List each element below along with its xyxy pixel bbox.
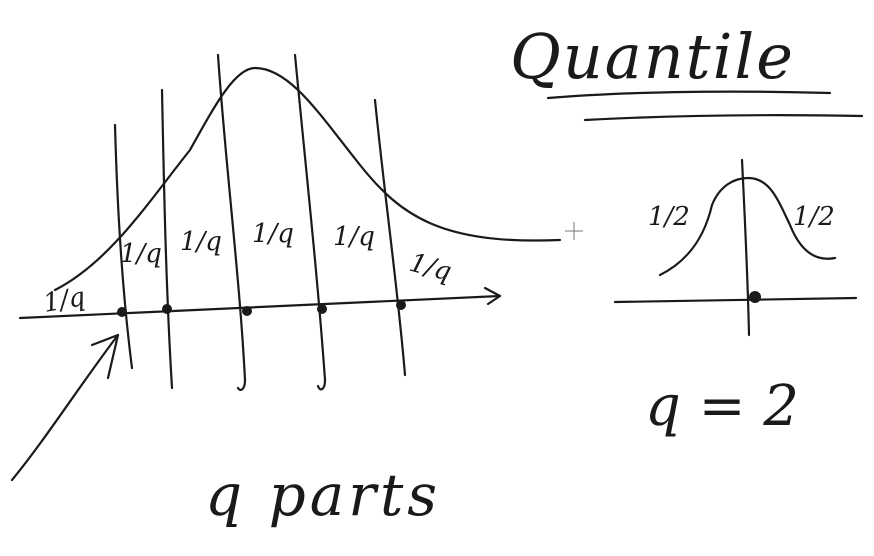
right-bell-curve (658, 176, 837, 277)
quantile-dot (242, 306, 252, 316)
right-x-axis (613, 296, 858, 304)
q-equals-caption: q = 2 (645, 374, 799, 439)
left-bell-curve (53, 66, 562, 292)
fraction-label: 1/q (252, 219, 294, 249)
quantile-dot (317, 304, 327, 314)
fraction-label: 1/q (180, 227, 222, 257)
divider-line-1 (113, 123, 134, 370)
divider-line-2 (160, 88, 174, 390)
fraction-label: 1/q (333, 222, 375, 252)
right-diagram: 1/2 1/2 q = 2 (613, 158, 858, 439)
quantile-dot (117, 307, 127, 317)
half-label-right: 1/2 (793, 202, 835, 232)
left-diagram: 1/q 1/q 1/q 1/q 1/q 1/q q parts (10, 53, 562, 529)
left-x-axis-arrowhead (483, 286, 502, 306)
q-parts-label: q parts (205, 461, 441, 529)
fraction-label: 1/q (120, 239, 162, 269)
cursor-crosshair-icon (565, 222, 583, 240)
half-label-left: 1/2 (648, 202, 690, 232)
pointer-arrow (10, 333, 120, 482)
divider-line-4 (293, 53, 327, 391)
divider-line-3 (216, 53, 247, 391)
median-dot (749, 291, 761, 303)
fraction-label: 1/q (406, 248, 454, 288)
title-text: Quantile (510, 20, 795, 93)
divider-line-5 (373, 98, 407, 377)
title-underline-1 (546, 90, 832, 100)
right-vertical-line (740, 158, 751, 337)
quantile-dot (396, 300, 406, 310)
quantile-dot (162, 304, 172, 314)
fraction-label: 1/q (41, 282, 88, 319)
pointer-arrowhead (90, 333, 120, 380)
left-x-axis (18, 294, 502, 320)
title-underline-2 (583, 114, 864, 122)
